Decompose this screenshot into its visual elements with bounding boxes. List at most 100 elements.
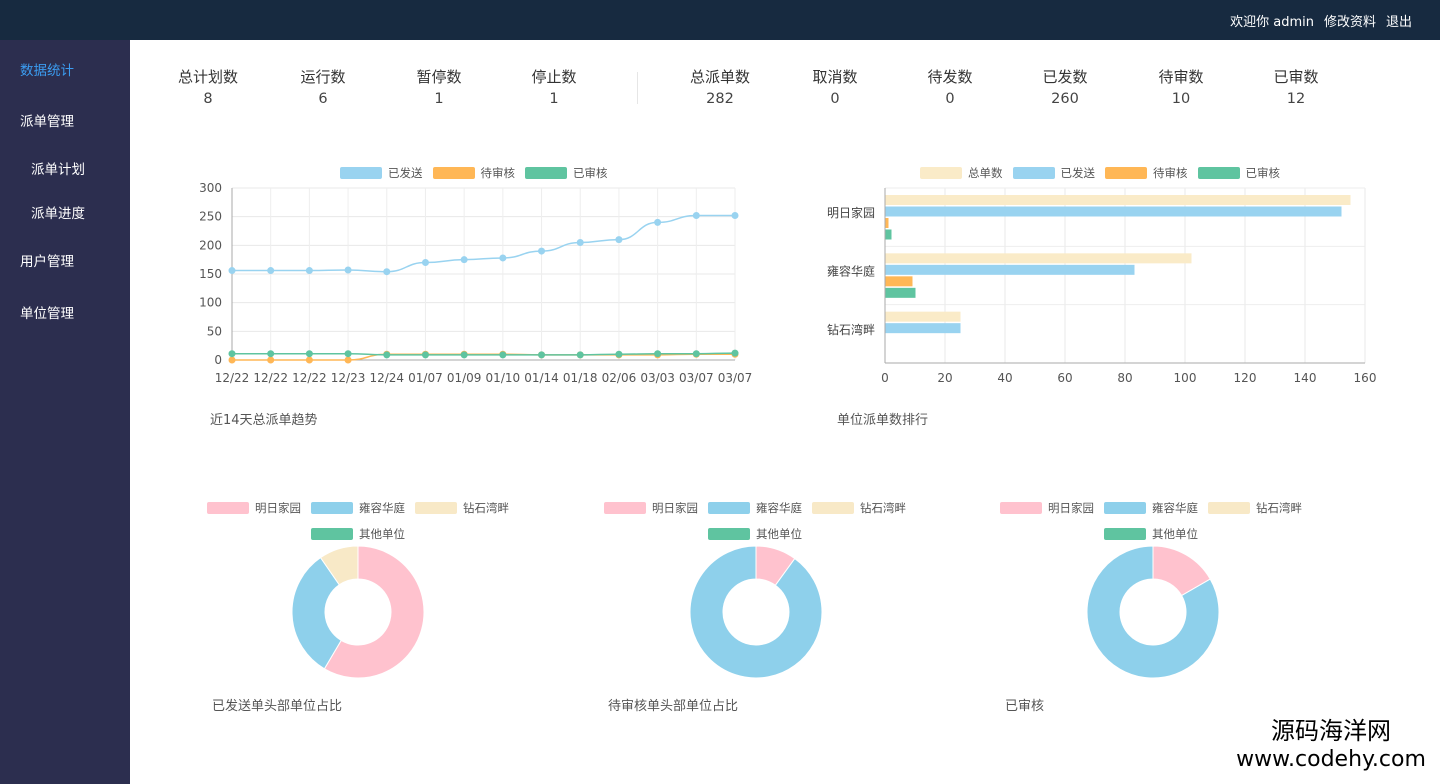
stat-label: 总派单数 (689, 68, 750, 86)
data-point (731, 349, 739, 357)
legend-item[interactable]: 其他单位 (708, 526, 802, 542)
legend-item[interactable]: 明日家园 (604, 500, 698, 516)
y-category-label: 明日家园 (827, 205, 875, 220)
data-point (305, 267, 313, 275)
data-point (615, 350, 623, 358)
stat-total-plans: 总计划数 8 (153, 66, 263, 107)
ranking-chart-caption: 单位派单数排行 (837, 413, 929, 428)
main-content: 总计划数 8 运行数 6 暂停数 1 停止数 1 总派单数 282 取消数 0 待发数 0 已… (130, 40, 1440, 784)
legend-label: 钻石湾畔 (463, 501, 509, 515)
bar (885, 195, 1351, 205)
pie2-legend: 明日家园 雍容华庭 钻石湾畔 其他单位 (604, 500, 924, 542)
legend-item[interactable]: 总单数 (920, 165, 1003, 181)
stat-total-dispatch: 总派单数 282 (665, 66, 775, 107)
series-line (232, 352, 736, 356)
data-point (654, 218, 662, 226)
legend-label: 已发送 (1060, 166, 1096, 180)
sidebar: 数据统计 派单管理 派单计划 派单进度 用户管理 单位管理 (0, 40, 130, 784)
legend-item[interactable]: 雍容华庭 (311, 500, 405, 516)
y-tick-label: 50 (207, 324, 222, 338)
legend-swatch (311, 528, 353, 540)
y-tick-label: 300 (199, 181, 222, 195)
x-tick-label: 140 (1294, 371, 1317, 385)
legend-item[interactable]: 钻石湾畔 (415, 500, 509, 516)
stat-label: 暂停数 (416, 68, 462, 86)
legend-label: 钻石湾畔 (860, 501, 906, 515)
legend-swatch (525, 167, 567, 179)
legend-label: 明日家园 (255, 501, 301, 515)
stat-value: 10 (1171, 91, 1191, 107)
bar (885, 276, 913, 287)
stat-cancelled: 取消数 0 (780, 66, 890, 107)
x-tick-label: 12/22 (292, 371, 327, 385)
legend-swatch (311, 502, 353, 514)
legend-item[interactable]: 明日家园 (207, 500, 301, 516)
stat-value: 12 (1286, 91, 1306, 107)
legend-item[interactable]: 钻石湾畔 (1208, 500, 1302, 516)
legend-item[interactable]: 已发送 (1012, 165, 1096, 181)
sidebar-item-users[interactable]: 用户管理 (20, 254, 74, 270)
legend-item[interactable]: 待审核 (1105, 165, 1188, 181)
sidebar-item-dispatch-plan[interactable]: 派单计划 (31, 162, 85, 178)
legend-swatch (1208, 502, 1250, 514)
sidebar-item-dispatch[interactable]: 派单管理 (20, 114, 74, 130)
pie-slice (689, 545, 823, 679)
pie3-caption: 已审核 (1005, 699, 1045, 714)
data-point (344, 266, 352, 274)
legend-label: 明日家园 (652, 501, 698, 515)
x-tick-label: 03/07 (718, 371, 753, 385)
y-tick-label: 250 (199, 210, 222, 224)
legend-label: 其他单位 (1152, 527, 1198, 541)
sent-donut-chart (291, 545, 425, 679)
pie-slice (291, 556, 342, 670)
legend-item[interactable]: 已发送 (340, 165, 423, 181)
legend-item[interactable]: 其他单位 (1104, 526, 1198, 542)
legend-item[interactable]: 待审核 (432, 165, 515, 181)
legend-swatch (1104, 502, 1146, 514)
pie1-caption: 已发送单头部单位占比 (212, 699, 343, 714)
stat-label: 已审数 (1273, 68, 1319, 86)
legend-item[interactable]: 雍容华庭 (708, 500, 802, 516)
sidebar-item-dispatch-progress[interactable]: 派单进度 (31, 206, 85, 222)
stat-to-send: 待发数 0 (895, 66, 1005, 107)
legend-item[interactable]: 已审核 (525, 165, 608, 181)
legend-swatch (1105, 167, 1147, 179)
legend-swatch (1000, 502, 1042, 514)
data-point (538, 351, 546, 359)
data-point (692, 350, 700, 358)
pie2-caption: 待审核单头部单位占比 (608, 699, 739, 714)
legend-item[interactable]: 已审核 (1197, 165, 1280, 181)
legend-label: 已发送 (388, 166, 423, 180)
legend-item[interactable]: 钻石湾畔 (812, 500, 906, 516)
x-tick-label: 100 (1174, 371, 1197, 385)
data-point (460, 256, 468, 264)
logout-link[interactable]: 退出 (1385, 14, 1412, 30)
data-point (267, 356, 275, 364)
stat-label: 运行数 (300, 68, 346, 86)
x-tick-label: 120 (1234, 371, 1257, 385)
x-tick-label: 20 (937, 371, 952, 385)
data-point (267, 267, 275, 275)
x-tick-label: 01/09 (447, 371, 482, 385)
data-point (421, 259, 429, 267)
x-tick-label: 01/18 (563, 371, 598, 385)
x-tick-label: 0 (881, 371, 889, 385)
sidebar-item-units[interactable]: 单位管理 (20, 306, 74, 322)
data-point (731, 212, 739, 220)
legend-item[interactable]: 雍容华庭 (1104, 500, 1198, 516)
legend-item[interactable]: 明日家园 (1000, 500, 1094, 516)
legend-item[interactable]: 其他单位 (311, 526, 405, 542)
legend-swatch (207, 502, 249, 514)
edit-profile-link[interactable]: 修改资料 (1323, 14, 1376, 30)
stat-reviewed: 已审数 12 (1241, 66, 1351, 107)
sidebar-item-stats[interactable]: 数据统计 (20, 63, 74, 79)
bar (885, 218, 889, 228)
stat-sent: 已发数 260 (1010, 66, 1120, 107)
legend-label: 明日家园 (1048, 501, 1094, 515)
legend-label: 钻石湾畔 (1256, 501, 1302, 515)
y-category-label: 雍容华庭 (827, 264, 875, 279)
x-tick-label: 60 (1057, 371, 1072, 385)
data-point (228, 356, 236, 364)
data-point (460, 351, 468, 359)
